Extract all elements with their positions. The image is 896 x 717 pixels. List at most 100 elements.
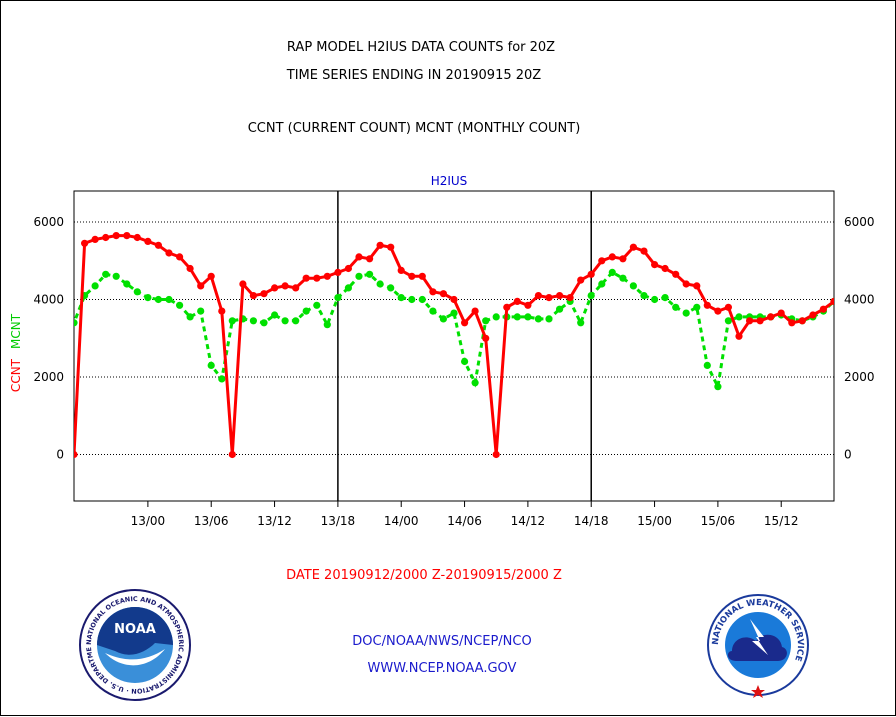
data-point-ccnt xyxy=(418,272,426,280)
data-point-ccnt xyxy=(176,253,184,261)
data-point-mcnt xyxy=(249,317,257,325)
data-point-mcnt xyxy=(218,375,226,383)
data-point-ccnt xyxy=(60,253,67,260)
date-range: DATE 20190912/2000 Z-20190915/2000 Z xyxy=(286,568,562,583)
data-point-ccnt xyxy=(703,301,711,309)
data-point-ccnt xyxy=(91,235,99,243)
data-point-ccnt xyxy=(376,241,384,249)
data-point-ccnt xyxy=(629,243,638,251)
y-tick-layer: 0 0 2000 2000 4000 4000 6000 6000 xyxy=(33,215,874,462)
data-point-ccnt xyxy=(397,266,405,274)
data-point-mcnt xyxy=(492,313,500,321)
data-point-mcnt xyxy=(534,315,543,323)
data-point-ccnt xyxy=(218,307,226,315)
y-tick-label-left: 2000 xyxy=(33,370,64,384)
data-point-ccnt xyxy=(492,450,500,459)
y-tick-label-left: 4000 xyxy=(33,293,64,307)
data-point-ccnt xyxy=(608,253,616,261)
y-axis-label-text: CCNT MCNT xyxy=(9,313,23,392)
x-tick-label: 14/12 xyxy=(511,514,546,528)
x-tick-label: 13/12 xyxy=(257,514,292,528)
x-tick-label: 13/06 xyxy=(194,514,229,528)
data-point-mcnt xyxy=(186,313,194,321)
data-point-ccnt xyxy=(503,303,511,311)
panel-label: H2IUS xyxy=(431,174,468,188)
data-point-ccnt xyxy=(260,290,268,298)
data-point-ccnt xyxy=(281,282,289,290)
y-tick-label-right: 4000 xyxy=(844,293,875,307)
data-point-ccnt xyxy=(735,332,743,340)
data-point-mcnt xyxy=(334,294,342,302)
data-point-mcnt xyxy=(91,282,99,290)
data-point-mcnt xyxy=(418,295,426,304)
data-point-ccnt xyxy=(566,294,574,302)
nws-logo: NATIONAL WEATHER SERVICE xyxy=(707,594,809,698)
data-point-ccnt xyxy=(102,233,110,242)
data-point-ccnt xyxy=(323,272,331,280)
y-tick-label-left: 0 xyxy=(56,448,64,462)
data-point-ccnt xyxy=(154,241,162,249)
y-axis-label: CCNT MCNT xyxy=(9,313,23,392)
data-point-ccnt xyxy=(534,292,543,300)
data-point-ccnt xyxy=(344,264,352,273)
data-point-ccnt xyxy=(387,243,395,251)
data-point-mcnt xyxy=(608,268,616,276)
series-mcnt xyxy=(74,268,869,392)
data-point-ccnt xyxy=(239,280,247,288)
data-point-mcnt xyxy=(176,301,184,309)
x-tick-label: 13/18 xyxy=(321,514,356,528)
data-point-ccnt xyxy=(249,292,257,300)
data-point-mcnt xyxy=(429,307,437,315)
data-point-mcnt xyxy=(387,284,395,292)
data-point-ccnt xyxy=(545,294,553,302)
data-point-mcnt xyxy=(397,294,405,302)
data-point-mcnt xyxy=(228,317,236,325)
data-point-ccnt xyxy=(123,232,131,240)
data-point-ccnt xyxy=(640,247,648,255)
data-point-ccnt xyxy=(524,301,532,309)
data-point-mcnt xyxy=(207,361,215,369)
data-point-mcnt xyxy=(703,361,711,369)
grid-layer xyxy=(74,191,834,501)
y-tick-label-right: 6000 xyxy=(844,215,875,229)
y-tick-label-left: 6000 xyxy=(33,215,64,229)
data-point-ccnt xyxy=(777,309,785,317)
data-point-mcnt xyxy=(482,317,490,325)
data-point-ccnt xyxy=(207,272,215,280)
y-tick-label-right: 2000 xyxy=(844,370,875,384)
data-point-mcnt xyxy=(112,272,120,280)
data-point-mcnt xyxy=(714,383,722,391)
data-point-mcnt xyxy=(724,317,733,325)
series-ccnt xyxy=(60,232,834,459)
data-point-ccnt xyxy=(302,274,310,282)
data-point-ccnt xyxy=(651,261,659,269)
x-tick-label: 13/00 xyxy=(131,514,166,528)
data-point-ccnt xyxy=(144,237,152,245)
data-point-ccnt xyxy=(682,280,690,288)
data-point-ccnt xyxy=(197,282,205,290)
data-point-mcnt xyxy=(271,311,279,319)
data-point-mcnt xyxy=(439,315,447,323)
data-point-mcnt xyxy=(693,303,701,311)
footer-url[interactable]: WWW.NCEP.NOAA.GOV xyxy=(368,661,517,676)
data-point-mcnt xyxy=(735,313,743,321)
data-point-mcnt xyxy=(366,270,374,278)
data-point-mcnt xyxy=(154,295,162,304)
data-point-mcnt xyxy=(862,284,869,291)
data-point-ccnt xyxy=(450,295,458,304)
data-point-ccnt xyxy=(292,284,300,292)
data-point-ccnt xyxy=(429,288,437,296)
data-point-ccnt xyxy=(598,257,606,265)
chart-subtitle: CCNT (CURRENT COUNT) MCNT (MONTHLY COUNT… xyxy=(248,121,581,136)
data-point-mcnt xyxy=(556,305,564,313)
data-point-ccnt xyxy=(112,232,120,240)
data-point-ccnt xyxy=(788,319,796,327)
data-point-ccnt xyxy=(619,255,627,263)
x-tick-label: 14/00 xyxy=(384,514,419,528)
data-point-mcnt xyxy=(197,307,205,315)
data-point-mcnt xyxy=(513,313,521,321)
data-point-ccnt xyxy=(577,276,585,284)
data-point-ccnt xyxy=(819,305,828,313)
data-point-mcnt xyxy=(545,315,553,323)
